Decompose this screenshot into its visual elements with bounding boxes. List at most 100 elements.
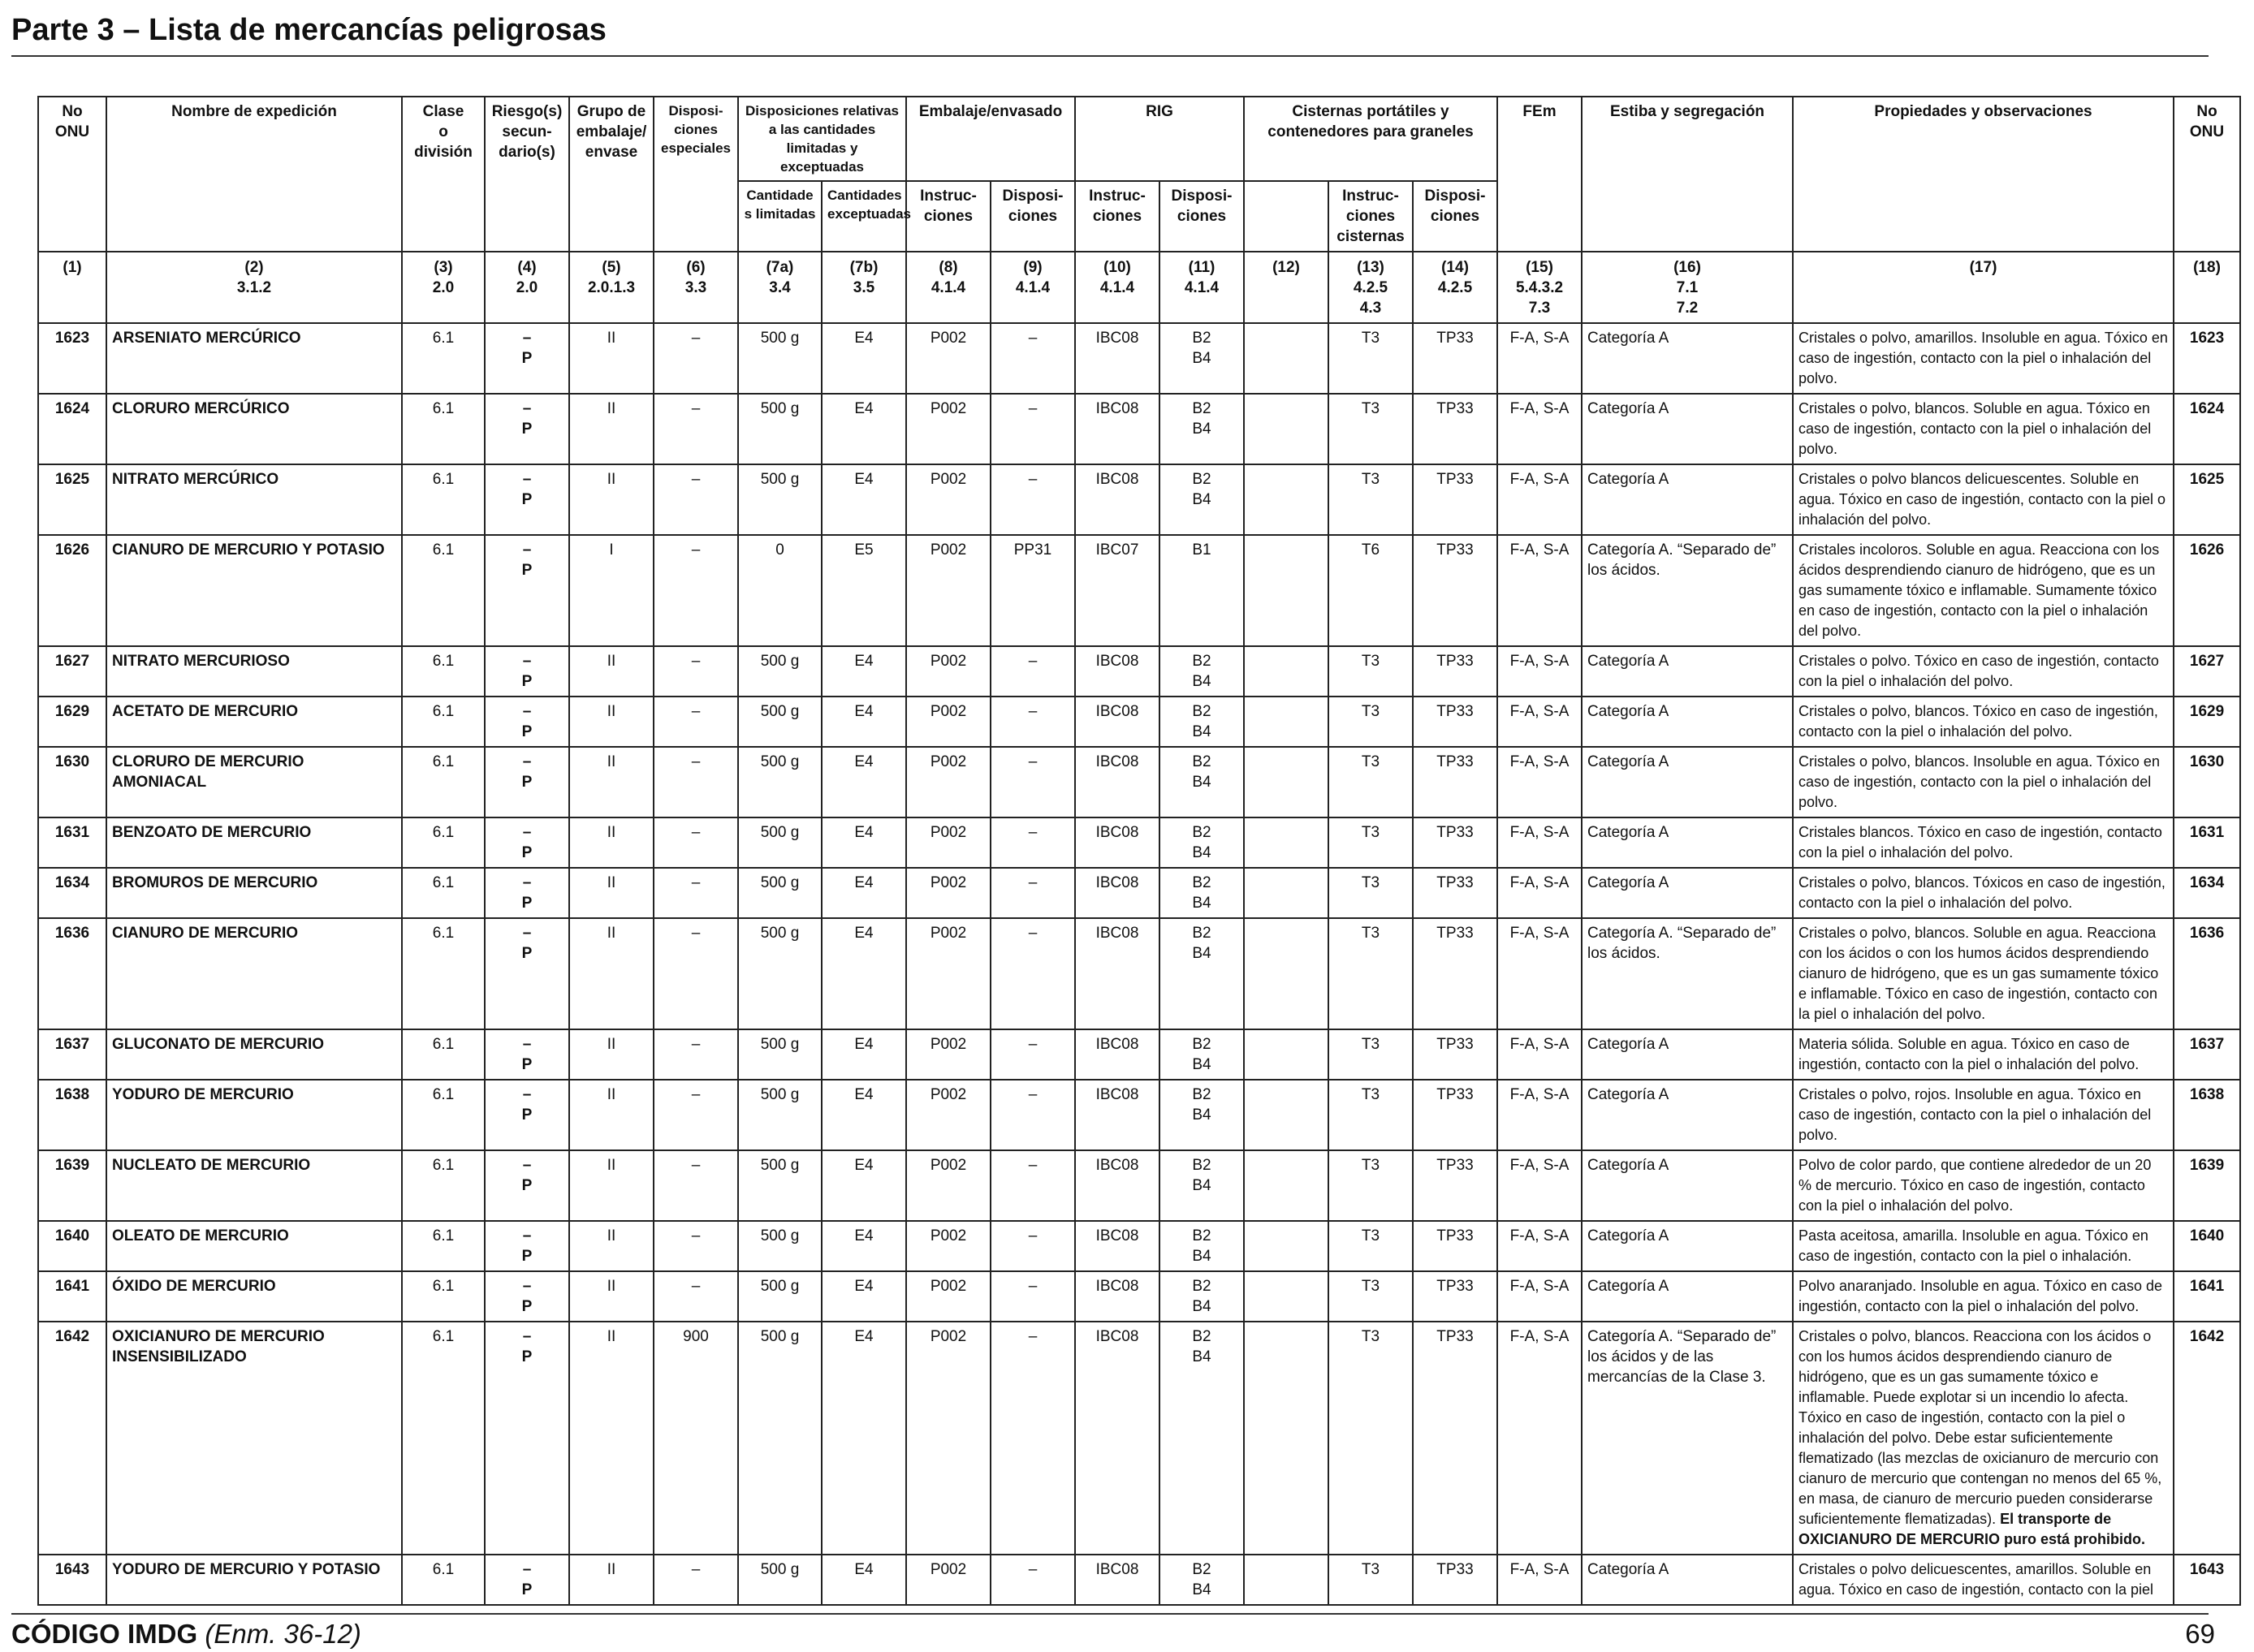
stowage-cell: Categoría A <box>1581 1270 1794 1322</box>
packing-instruction-cell: P002 <box>905 1029 991 1080</box>
subsidiary-risk-cell: – P <box>484 867 570 919</box>
tank-provision-cell: TP33 <box>1411 464 1499 536</box>
stowage-cell: Categoría A <box>1581 1029 1794 1080</box>
stowage-cell: Categoría A <box>1581 1149 1794 1222</box>
col-12-cell <box>1243 867 1329 919</box>
ems-cell: F-A, S-A <box>1496 1220 1583 1272</box>
tank-instruction-cell: T3 <box>1328 1220 1414 1272</box>
subsidiary-risk-cell: – P <box>484 464 570 536</box>
ibc-provision-cell: B2 B4 <box>1159 1554 1245 1606</box>
subsidiary-risk-cell: – P <box>484 1554 570 1606</box>
column-number-cell: (10) 4.1.4 <box>1074 251 1160 324</box>
un-right-cell: 1631 <box>2173 817 2242 869</box>
packing-provision-cell: – <box>990 322 1076 395</box>
special-provisions-cell: – <box>653 1149 739 1222</box>
ibc-provision-cell: B2 B4 <box>1159 645 1245 697</box>
un-right-cell: 1624 <box>2173 393 2242 465</box>
class-cell: 6.1 <box>401 393 486 465</box>
col-10-header: Instruc- ciones <box>1074 180 1160 252</box>
un-cell: 1642 <box>37 1321 107 1555</box>
properties-cell: Materia sólida. Soluble en agua. Tóxico … <box>1792 1029 2175 1080</box>
un-right-cell: 1637 <box>2173 1029 2242 1080</box>
special-provisions-cell: – <box>653 867 739 919</box>
special-provisions-cell: – <box>653 1220 739 1272</box>
shipping-name-cell: CLORURO DE MERCURIO AMONIACAL <box>106 746 403 818</box>
limited-quantity-cell: 500 g <box>737 645 823 697</box>
tank-instruction-cell: T3 <box>1328 322 1414 395</box>
tank-instruction-cell: T3 <box>1328 645 1414 697</box>
ibc-provision-cell: B2 B4 <box>1159 322 1245 395</box>
packing-provision-cell: – <box>990 1554 1076 1606</box>
properties-text: Cristales o polvo, blancos. Reacciona co… <box>1798 1328 2162 1527</box>
excepted-quantity-cell: E4 <box>821 1149 907 1222</box>
tank-instruction-cell: T3 <box>1328 464 1414 536</box>
excepted-quantity-cell: E4 <box>821 867 907 919</box>
special-provisions-cell: – <box>653 746 739 818</box>
excepted-quantity-cell: E4 <box>821 1270 907 1322</box>
ems-cell: F-A, S-A <box>1496 464 1583 536</box>
ibc-instruction-cell: IBC08 <box>1074 1029 1160 1080</box>
prohibition-note: El transporte de OXICIANURO DE MERCURIO … <box>1798 1511 2146 1547</box>
page-title: Parte 3 – Lista de mercancías peligrosas <box>11 13 607 47</box>
limited-quantity-cell: 500 g <box>737 1149 823 1222</box>
shipping-name-cell: YODURO DE MERCURIO <box>106 1079 403 1151</box>
column-number-cell: (13) 4.2.5 4.3 <box>1328 251 1414 324</box>
column-number-cell: (7b) 3.5 <box>821 251 907 324</box>
packing-instruction-cell: P002 <box>905 1270 991 1322</box>
un-right-cell: 1636 <box>2173 917 2242 1030</box>
column-number-cell: (5) 2.0.1.3 <box>568 251 654 324</box>
subsidiary-risk-cell: – P <box>484 534 570 647</box>
col-12-header <box>1243 180 1329 252</box>
excepted-quantity-cell: E5 <box>821 534 907 647</box>
col-12-cell <box>1243 696 1329 748</box>
ems-cell: F-A, S-A <box>1496 696 1583 748</box>
excepted-quantity-cell: E4 <box>821 1321 907 1555</box>
packing-provision-cell: – <box>990 1029 1076 1080</box>
limited-quantity-cell: 500 g <box>737 817 823 869</box>
tank-provision-cell: TP33 <box>1411 534 1499 647</box>
ibc-provision-cell: B2 B4 <box>1159 464 1245 536</box>
tank-provision-cell: TP33 <box>1411 746 1499 818</box>
limited-quantity-cell: 500 g <box>737 1029 823 1080</box>
limited-quantity-cell: 500 g <box>737 917 823 1030</box>
table-row: 1631 BENZOATO DE MERCURIO 6.1– P II –500 g E4… <box>37 817 2242 869</box>
class-cell: 6.1 <box>401 1554 486 1606</box>
column-number-cell: (1) <box>37 251 107 324</box>
subsidiary-risk-cell: – P <box>484 645 570 697</box>
shipping-name-cell: NUCLEATO DE MERCURIO <box>106 1149 403 1222</box>
tank-provision-cell: TP33 <box>1411 1321 1499 1555</box>
col-limited-excepted-header: Disposiciones relativas a las cantidades… <box>737 96 907 182</box>
excepted-quantity-cell: E4 <box>821 645 907 697</box>
col-special-provisions-header: Disposi- ciones especiales <box>653 96 739 252</box>
class-cell: 6.1 <box>401 645 486 697</box>
col-12-cell <box>1243 1029 1329 1080</box>
limited-quantity-cell: 500 g <box>737 393 823 465</box>
packing-instruction-cell: P002 <box>905 1079 991 1151</box>
table-row: 1623 ARSENIATO MERCÚRICO 6.1– P II –500 g E4 P… <box>37 322 2242 395</box>
col-12-cell <box>1243 1149 1329 1222</box>
ems-cell: F-A, S-A <box>1496 917 1583 1030</box>
excepted-quantity-cell: E4 <box>821 696 907 748</box>
footer-code: CÓDIGO IMDG <box>11 1619 198 1649</box>
un-cell: 1636 <box>37 917 107 1030</box>
column-number-cell: (15) 5.4.3.2 7.3 <box>1496 251 1583 324</box>
table-row: 1643 YODURO DE MERCURIO Y POTASIO 6.1– P II… <box>37 1554 2242 1606</box>
packing-instruction-cell: P002 <box>905 393 991 465</box>
ibc-instruction-cell: IBC07 <box>1074 534 1160 647</box>
tank-instruction-cell: T3 <box>1328 1554 1414 1606</box>
un-cell: 1631 <box>37 817 107 869</box>
footer-title: CÓDIGO IMDG (Enm. 36-12) <box>11 1619 361 1650</box>
table-row: 1639 NUCLEATO DE MERCURIO 6.1– P II –500 g E4… <box>37 1149 2242 1222</box>
packing-group-cell: I <box>568 534 654 647</box>
tank-instruction-cell: T3 <box>1328 746 1414 818</box>
ibc-provision-cell: B2 B4 <box>1159 917 1245 1030</box>
properties-cell: Cristales o polvo, blancos. Soluble en a… <box>1792 917 2175 1030</box>
shipping-name-cell: NITRATO MERCURIOSO <box>106 645 403 697</box>
ibc-instruction-cell: IBC08 <box>1074 1270 1160 1322</box>
properties-cell: Cristales o polvo, blancos. Tóxicos en c… <box>1792 867 2175 919</box>
tank-provision-cell: TP33 <box>1411 696 1499 748</box>
properties-cell: Cristales o polvo, rojos. Insoluble en a… <box>1792 1079 2175 1151</box>
ems-cell: F-A, S-A <box>1496 867 1583 919</box>
excepted-quantity-cell: E4 <box>821 1554 907 1606</box>
